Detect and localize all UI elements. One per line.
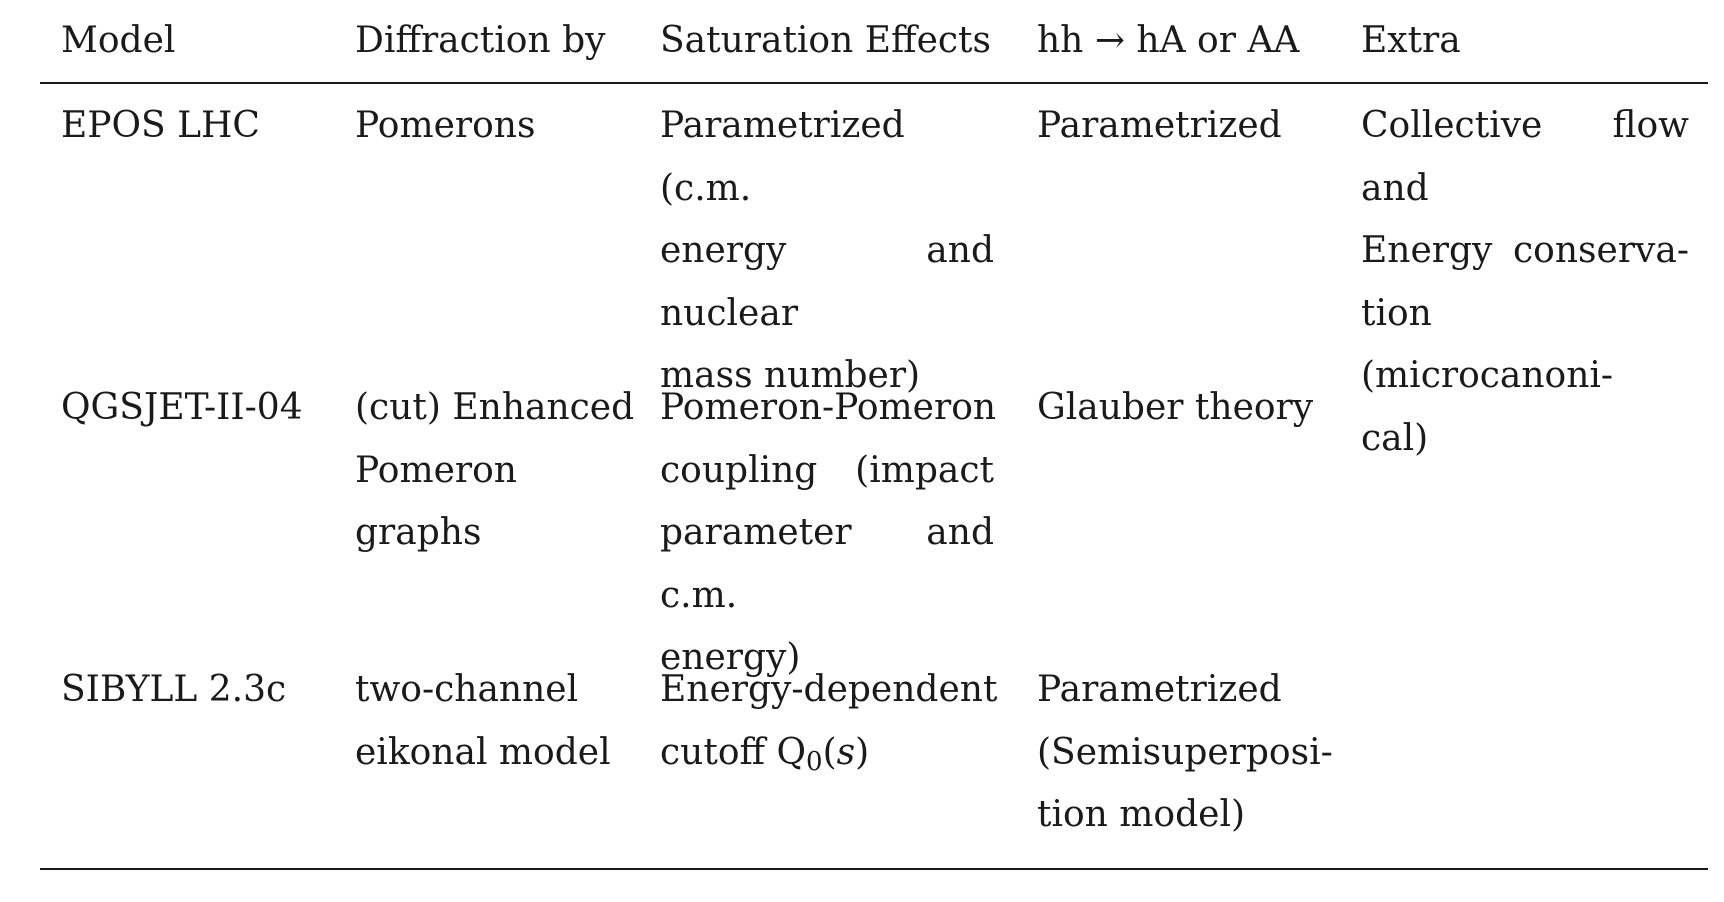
cell-hh: Parametrized (Semisuperposi- tion model) (1037, 659, 1333, 847)
cell-line: two-channel (355, 669, 579, 710)
table-header-row: Model Diffraction by Saturation Effects … (40, 0, 1708, 84)
cell-line: mass number) (660, 355, 921, 396)
cell-saturation: Energy-dependent cutoff Q0(s) (660, 659, 998, 794)
cell-line: Parametrized (c.m. (660, 105, 905, 209)
table-row: EPOS LHC Pomerons Parametrized (c.m. ene… (40, 84, 1708, 459)
cutoff-text: cutoff Q (660, 731, 807, 773)
header-model: Model (61, 20, 176, 61)
cell-line: tion (microcanoni- (1361, 292, 1614, 397)
cell-saturation: Pomeron-Pomeron coupling (impact paramet… (660, 377, 997, 690)
comparison-table: Model Diffraction by Saturation Effects … (40, 0, 1708, 870)
cell-line: Parametrized (1037, 105, 1282, 146)
header-extra: Extra (1361, 20, 1461, 61)
cell-line: coupling (impact (660, 449, 994, 491)
cell-line: energy) (660, 637, 801, 678)
cell-line-cutoff: cutoff Q0(s) (660, 722, 994, 794)
cell-line: Collective flow and (1361, 105, 1689, 209)
header-rule (40, 82, 1708, 84)
cell-line: tion model) (1037, 794, 1246, 835)
table-row: QGSJET-II-04 (cut) Enhanced Pomeron grap… (40, 366, 1708, 678)
cell-line: Pomeron (355, 449, 517, 491)
header-saturation: Saturation Effects (660, 20, 991, 61)
cell-line: Parametrized (1037, 669, 1282, 710)
cell-extra: Collective flow and Energy conserva- tio… (1361, 95, 1689, 470)
cell-diffraction: (cut) Enhanced Pomeron graphs (355, 377, 635, 565)
cell-hh: Parametrized (1037, 95, 1327, 158)
cutoff-paren-close: ) (855, 731, 870, 773)
cell-model: SIBYLL 2.3c (61, 669, 287, 710)
cell-line: graphs (355, 512, 482, 553)
cell-line: (cut) Enhanced (355, 387, 635, 428)
cell-line: Glauber theory (1037, 387, 1314, 428)
cell-diffraction: two-channel eikonal model (355, 659, 625, 784)
cell-line: parameter and c.m. (660, 512, 994, 616)
cutoff-paren-open: ( (822, 731, 837, 773)
cell-line: Pomeron-Pomeron (660, 387, 997, 428)
cell-line: Pomerons (355, 105, 536, 146)
cell-line: cal) (1361, 417, 1429, 459)
cell-line: Energy-dependent (660, 669, 998, 710)
header-hh: hh → hA or AA (1037, 20, 1300, 61)
table-row: SIBYLL 2.3c two-channel eikonal model En… (40, 648, 1708, 860)
cell-model: EPOS LHC (61, 105, 260, 146)
cutoff-variable: s (836, 731, 856, 773)
cell-model: QGSJET-II-04 (61, 387, 303, 428)
cell-saturation: Parametrized (c.m. energy and nuclear ma… (660, 95, 994, 408)
cell-line: energy and nuclear (660, 230, 994, 334)
cell-line: eikonal model (355, 731, 611, 773)
cell-diffraction: Pomerons (355, 95, 625, 158)
cell-line: Energy conserva- (1361, 230, 1689, 271)
bottom-rule (40, 868, 1708, 870)
cell-hh: Glauber theory (1037, 377, 1327, 440)
header-diffraction: Diffraction by (355, 20, 606, 61)
cutoff-subscript: 0 (806, 746, 823, 777)
cell-line: (Semisuperposi- (1037, 731, 1333, 773)
